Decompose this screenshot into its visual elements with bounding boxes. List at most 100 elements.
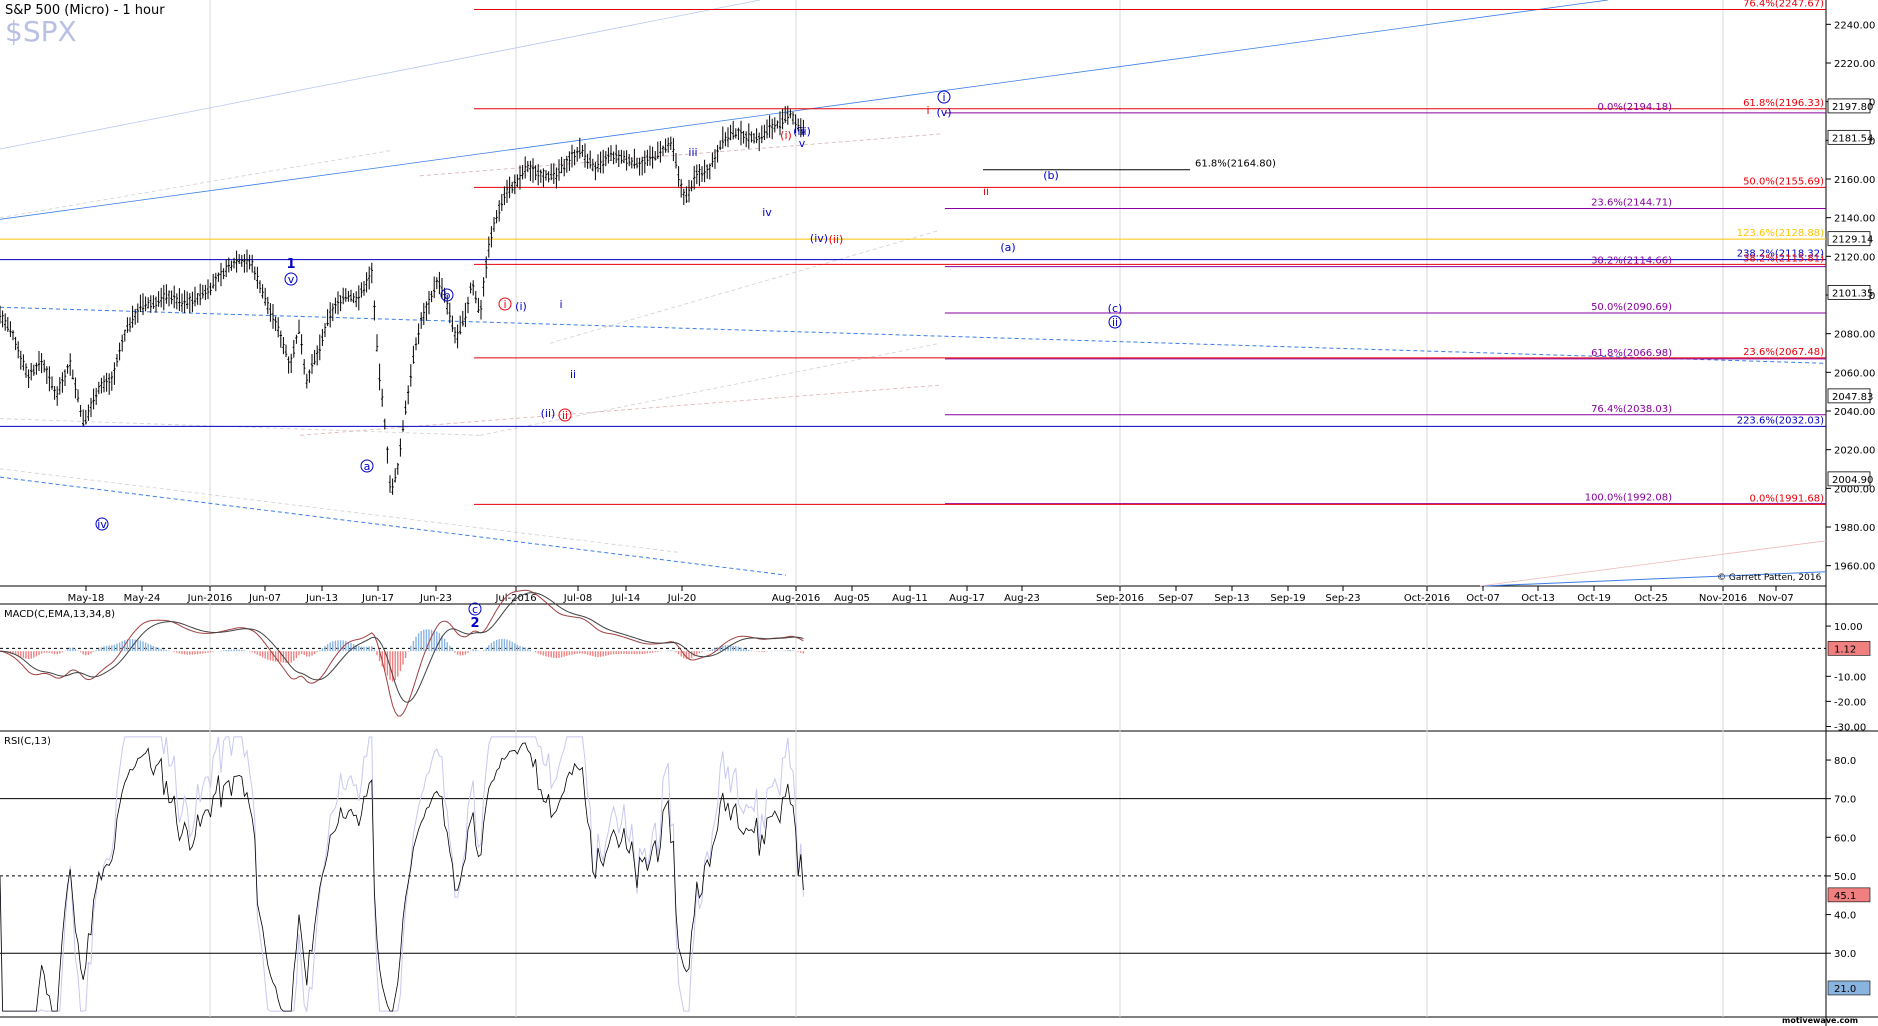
rsi-smooth-line — [0, 736, 804, 1014]
x-tick-label: Oct-25 — [1634, 593, 1668, 604]
rsi-lower-value: 21.0 — [1834, 984, 1856, 995]
fib-label: 100.0%(1992.08) — [1585, 493, 1672, 504]
price-label-box — [1827, 284, 1871, 300]
price-label-box — [1827, 231, 1871, 247]
y-tick-label: 2020.00 — [1834, 446, 1875, 457]
fib-label: 61.8%(2066.98) — [1591, 348, 1672, 359]
price-label-box — [1827, 388, 1871, 404]
trendline — [549, 229, 941, 344]
trendline — [419, 133, 941, 177]
x-tick-label: Jul-08 — [563, 593, 592, 604]
price-label: 2129.14 — [1832, 235, 1873, 246]
wave-label: v — [288, 273, 295, 286]
x-tick-label: May-18 — [68, 593, 105, 604]
x-tick-label: Jul-20 — [667, 593, 696, 604]
fib-label: 0.0%(1991.68) — [1749, 493, 1824, 504]
price-label: 2101.35 — [1832, 288, 1873, 299]
rsi-lower-box — [1827, 980, 1871, 996]
date-gridlines — [209, 0, 1724, 1017]
wave-label: i — [942, 91, 945, 104]
x-tick-label: Oct-13 — [1521, 593, 1555, 604]
symbol-label: $SPX — [5, 15, 77, 48]
x-tick-label: Aug-2016 — [772, 593, 821, 604]
x-tick-label: Jun-17 — [361, 593, 394, 604]
y-tick-label: 2060.00 — [1834, 368, 1875, 379]
price-label-box — [1827, 471, 1871, 487]
rsi-y-tick-label: 80.0 — [1834, 756, 1856, 767]
price-axis-labels: 2197.80 2181.54 2129.14 2101.35 2047.83 2004.… — [1827, 98, 1873, 487]
wave-label: (i) — [780, 129, 792, 142]
x-tick-label: Oct-2016 — [1404, 593, 1450, 604]
wave-label-circle — [558, 408, 572, 422]
fib-label: 23.6%(2144.71) — [1591, 198, 1672, 209]
fib-label: 223.6%(2032.03) — [1737, 415, 1824, 426]
price-label: 2047.83 — [1832, 392, 1873, 403]
wave-label: (iv) — [810, 232, 828, 245]
wave-label: ii — [983, 185, 989, 198]
y-tick-label: 2120.00 — [1834, 252, 1875, 263]
trendline — [0, 0, 761, 150]
x-tick-label: Aug-23 — [1004, 593, 1040, 604]
wave-label: i — [926, 104, 929, 117]
macd-y-tick-label: -30.00 — [1834, 722, 1866, 733]
macd-label: MACD(C,EMA,13,34,8) — [4, 609, 115, 620]
x-tick-label: Jun-23 — [419, 593, 452, 604]
fib-label: 76.4%(2038.03) — [1591, 404, 1672, 415]
fib-label: 38.2%(2114.66) — [1591, 256, 1672, 267]
fib-label: 23.6%(2067.48) — [1743, 347, 1824, 358]
x-tick-label: Sep-19 — [1270, 593, 1305, 604]
rsi-y-tick-label: 40.0 — [1834, 911, 1856, 922]
trendline — [1479, 540, 1827, 587]
wave-label: ii — [562, 409, 568, 422]
rsi-current-box — [1827, 887, 1871, 903]
y-tick-label: 2240.00 — [1834, 20, 1875, 31]
wave-label: c — [472, 603, 478, 616]
fib-lines — [0, 9, 1826, 505]
wave-label-circle — [937, 90, 951, 104]
chart-title: S&P 500 (Micro) - 1 hour — [5, 3, 165, 18]
x-tick-label: Aug-17 — [949, 593, 985, 604]
wave-label: i — [503, 298, 506, 311]
macd-line — [0, 589, 804, 717]
wave-label: i — [559, 298, 562, 311]
wave-label-circle — [498, 297, 512, 311]
trendline — [479, 342, 941, 436]
wave-label: (i) — [515, 300, 527, 313]
price-label-box — [1827, 98, 1871, 114]
macd-y-tick-label: 10.00 — [1834, 622, 1863, 633]
wave-label: (c) — [1108, 302, 1123, 315]
rsi-y-tick-label: 60.0 — [1834, 833, 1856, 844]
rsi-y-tick-label: 50.0 — [1834, 872, 1856, 883]
trendline — [1483, 571, 1827, 587]
x-tick-label: May-24 — [124, 593, 161, 604]
y-tick-label: 1960.00 — [1834, 562, 1875, 573]
macd-current-value: 1.12 — [1834, 644, 1856, 655]
x-tick-label: Jul-14 — [611, 593, 640, 604]
y-tick-label: 2040.00 — [1834, 407, 1875, 418]
price-panel[interactable] — [0, 0, 1826, 586]
rsi-label: RSI(C,13) — [4, 736, 51, 747]
trendline — [0, 476, 787, 576]
price-label: 2181.54 — [1832, 133, 1873, 144]
wave-label: 2 — [470, 616, 479, 631]
trendline — [0, 0, 1609, 220]
wave-label: iv — [762, 206, 772, 219]
wave-label: ii — [570, 368, 576, 381]
x-tick-label: Oct-19 — [1577, 593, 1611, 604]
wave-label: (b) — [1043, 169, 1059, 182]
wave-label-circle — [468, 602, 482, 616]
fib-label: 50.0%(2155.69) — [1743, 176, 1824, 187]
wave-label: 1 — [286, 257, 295, 272]
x-tick-label: Sep-07 — [1158, 593, 1193, 604]
fib-label: 50.0%(2090.69) — [1591, 302, 1672, 313]
rsi-y-tick-label: 70.0 — [1834, 795, 1856, 806]
fib-label: 38.2%(2115.81) — [1743, 253, 1824, 264]
wave-label-circle — [1108, 315, 1122, 329]
rsi-line — [0, 742, 804, 1012]
wave-label-circle — [440, 288, 454, 302]
price-label-box — [1827, 129, 1871, 145]
y-tick-label: 2220.00 — [1834, 59, 1875, 70]
fib-label: 76.4%(2247.67) — [1743, 0, 1824, 10]
